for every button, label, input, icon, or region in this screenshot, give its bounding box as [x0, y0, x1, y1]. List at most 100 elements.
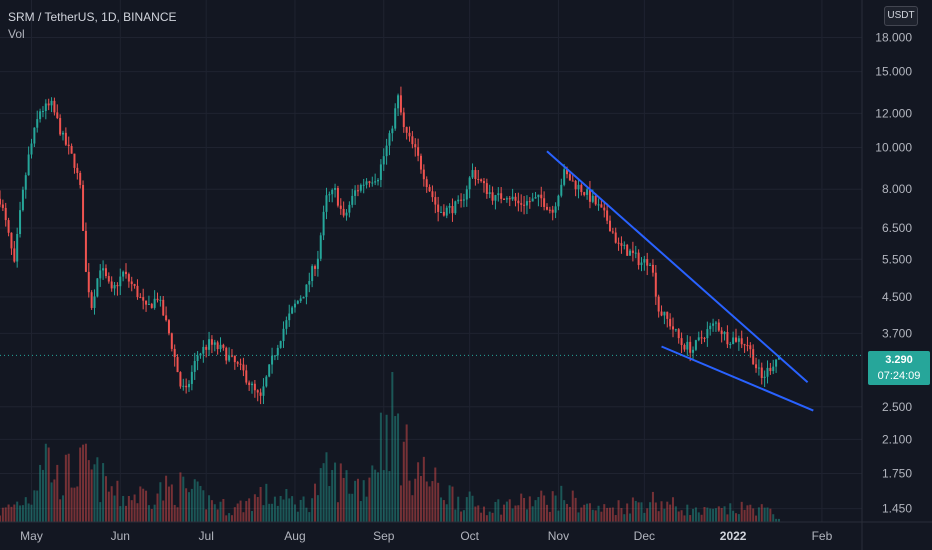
candle-body	[649, 264, 652, 266]
candle-body	[588, 189, 591, 202]
candle-body	[680, 338, 683, 346]
candle-body	[302, 296, 305, 299]
candle-body	[528, 201, 531, 203]
candle-body	[153, 298, 156, 308]
volume-bar	[90, 469, 93, 522]
trendline[interactable]	[546, 150, 809, 383]
candle-body	[663, 311, 666, 316]
candle-body	[0, 198, 2, 205]
volume-bar	[316, 495, 319, 522]
candle-body	[637, 252, 640, 266]
y-tick-label: 10.000	[875, 140, 912, 154]
volume-bar	[631, 497, 634, 522]
trendline-group[interactable]	[546, 150, 814, 412]
volume-bar	[265, 483, 268, 522]
candle-body	[27, 154, 30, 176]
candle-body	[125, 271, 128, 275]
y-tick-label: 2.100	[882, 432, 912, 446]
candle-body	[202, 346, 205, 354]
volume-bar	[749, 504, 752, 522]
volume-bar	[520, 493, 523, 522]
volume-bar	[268, 503, 271, 522]
volume-bar	[574, 497, 577, 522]
volume-bar	[379, 412, 382, 522]
volume-bar	[216, 509, 219, 522]
symbol-title[interactable]: SRM / TetherUS, 1D, BINANCE	[8, 10, 177, 24]
candle-body	[511, 196, 514, 200]
candle-body	[448, 206, 451, 208]
candle-body	[182, 385, 185, 387]
volume-bar	[84, 443, 87, 522]
volume-bar	[637, 502, 640, 522]
volume-bar	[769, 508, 772, 522]
volume-bar	[594, 510, 597, 522]
candle-body	[282, 328, 285, 342]
candle-body	[580, 184, 583, 193]
currency-button[interactable]: USDT	[884, 6, 918, 26]
y-tick-label: 4.500	[882, 290, 912, 304]
y-tick-label: 1.750	[882, 466, 912, 480]
volume-bar	[471, 495, 474, 522]
price-axis[interactable]: 1.450 1.750 2.100 2.500 3.700 4.500 5.500 6.500…	[861, 0, 912, 550]
volume-bar	[554, 495, 557, 522]
candle-body	[577, 184, 580, 190]
candle-body	[485, 183, 488, 195]
candle-body	[654, 272, 657, 297]
candle-body	[359, 184, 362, 191]
volume-bar	[1, 507, 4, 522]
candle-body	[113, 285, 116, 289]
volume-bar	[654, 502, 657, 522]
candle-body	[442, 211, 445, 216]
candle-body	[354, 190, 357, 196]
trendline[interactable]	[661, 345, 814, 412]
volume-bar	[600, 511, 603, 522]
candle-body	[454, 201, 457, 214]
candle-body	[500, 193, 503, 199]
candle-body	[70, 146, 73, 154]
candle-body	[545, 206, 548, 210]
volume-bar	[325, 452, 328, 522]
candle-body	[50, 100, 53, 106]
volume-bar	[674, 506, 677, 522]
x-tick-label: Dec	[634, 529, 655, 543]
volume-indicator-label[interactable]: Vol	[8, 27, 25, 41]
candle-body	[714, 322, 717, 324]
candle-body	[671, 326, 674, 330]
volume-bar	[354, 480, 357, 522]
time-axis[interactable]: May Jun Jul Aug Sep Oct Nov Dec 2022 Feb	[0, 521, 932, 543]
volume-bar	[623, 514, 626, 522]
volume-bar	[714, 508, 717, 522]
candle-body	[273, 355, 276, 357]
candle-body	[468, 177, 471, 190]
candle-body	[271, 355, 274, 365]
volume-bar	[156, 493, 159, 522]
candle-body	[21, 189, 24, 211]
volume-bar	[591, 509, 594, 522]
volume-bar	[505, 501, 508, 522]
candle-body	[331, 189, 334, 195]
candle-body	[159, 299, 162, 301]
candle-body	[279, 341, 282, 348]
candle-body	[629, 250, 632, 256]
candle-body	[694, 340, 697, 350]
candle-body	[422, 169, 425, 180]
candle-body	[583, 192, 586, 195]
candle-body	[626, 244, 629, 256]
volume-bar	[213, 504, 216, 522]
y-tick-label: 2.500	[882, 400, 912, 414]
volume-bar	[30, 504, 33, 522]
volume-bar	[179, 472, 182, 522]
volume-bar	[626, 503, 629, 522]
volume-bar	[73, 487, 76, 522]
volume-bar	[775, 518, 778, 522]
volume-bar	[190, 488, 193, 522]
volume-bar	[319, 468, 322, 522]
chart-legend[interactable]: SRM / TetherUS, 1D, BINANCE	[8, 9, 177, 25]
candle-body	[16, 234, 19, 262]
candle-body	[397, 95, 400, 109]
candle-body	[571, 180, 574, 182]
volume-bar	[125, 505, 128, 522]
candle-body	[586, 189, 589, 195]
volume-bar	[76, 486, 79, 522]
